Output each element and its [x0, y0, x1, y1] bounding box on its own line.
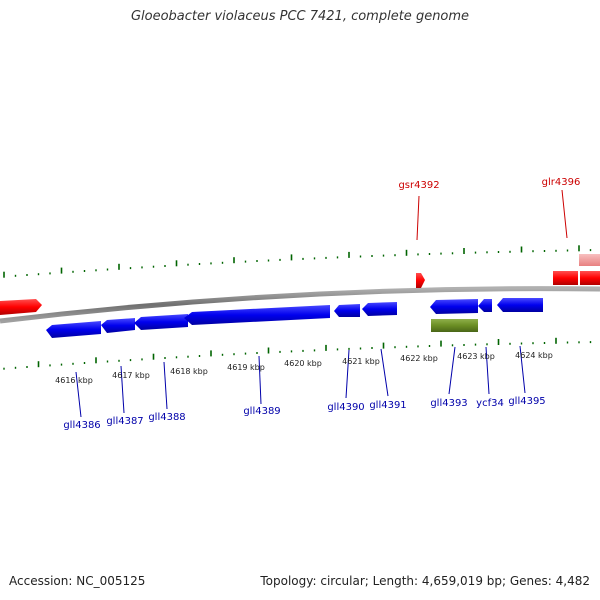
scale-label: 4618 kbp [170, 367, 208, 376]
label-leader-line [380, 348, 389, 397]
gene-arrow-gll4393[interactable] [430, 299, 478, 314]
label-leader-line [561, 189, 568, 239]
gene-label-gll4391[interactable]: gll4391 [369, 400, 406, 411]
scale-label: 4620 kbp [284, 359, 322, 368]
label-leader-line [416, 195, 420, 241]
reverse-tick-track [3, 337, 592, 370]
label-leader-line [345, 349, 350, 399]
gene-arrow-ycf34[interactable] [478, 299, 492, 312]
topology-text: Topology: circular; Length: 4,659,019 bp… [260, 574, 590, 588]
gene-label-gll4395[interactable]: gll4395 [508, 396, 545, 407]
gene-arrow-gll4390[interactable] [334, 304, 360, 317]
gene-arrow-gll4388[interactable] [134, 314, 188, 330]
gene-label-gll4390[interactable]: gll4390 [327, 402, 364, 413]
scale-label: 4623 kbp [457, 352, 495, 361]
map-title: Gloeobacter violaceus PCC 7421, complete… [130, 9, 470, 24]
forward-tick-track [3, 245, 592, 278]
gene-arrow-glr4396[interactable] [580, 271, 600, 285]
gene-arrow-gsr4392[interactable] [416, 273, 425, 288]
accession-text: Accession: NC_005125 [9, 574, 146, 588]
label-leader-line [120, 365, 125, 414]
gene-label-glr4396[interactable]: glr4396 [542, 177, 581, 188]
gene-label-gll4389[interactable]: gll4389 [243, 406, 280, 417]
gene-arrow-gll4389[interactable] [184, 305, 330, 325]
scale-label: 4622 kbp [400, 354, 438, 363]
label-leader-line [75, 371, 82, 418]
scale-label: 4616 kbp [55, 376, 93, 385]
gene-label-gll4388[interactable]: gll4388 [148, 412, 185, 423]
label-leader-line [448, 346, 456, 395]
gene-arrow-gll4391[interactable] [362, 302, 397, 316]
scale-label: 4619 kbp [227, 363, 265, 372]
scale-label: 4624 kbp [515, 351, 553, 360]
forward-gene-arrow[interactable] [0, 299, 42, 315]
gene-arrow-gll4387[interactable] [101, 318, 135, 333]
forward-gene-arrow[interactable] [553, 271, 578, 285]
genome-backbone [0, 286, 600, 324]
gene-label-gsr4392[interactable]: gsr4392 [398, 180, 439, 191]
gene-label-gll4393[interactable]: gll4393 [430, 398, 467, 409]
scale-label: 4617 kbp [112, 371, 150, 380]
gene-label-gll4387[interactable]: gll4387 [106, 416, 143, 427]
pseudo-gene-bar[interactable] [579, 254, 600, 266]
label-leader-line [163, 361, 168, 410]
gene-arrow-gll4395[interactable] [497, 298, 543, 312]
gene-label-ycf34[interactable]: ycf34 [476, 398, 504, 409]
scale-label: 4621 kbp [342, 357, 380, 366]
gene-label-gll4386[interactable]: gll4386 [63, 420, 100, 431]
gene-arrow-gll4386[interactable] [46, 321, 101, 338]
rna-gene-bar[interactable] [431, 319, 478, 332]
label-leader-line [258, 355, 262, 405]
label-leader-line [519, 345, 526, 394]
label-leader-line [485, 346, 490, 395]
